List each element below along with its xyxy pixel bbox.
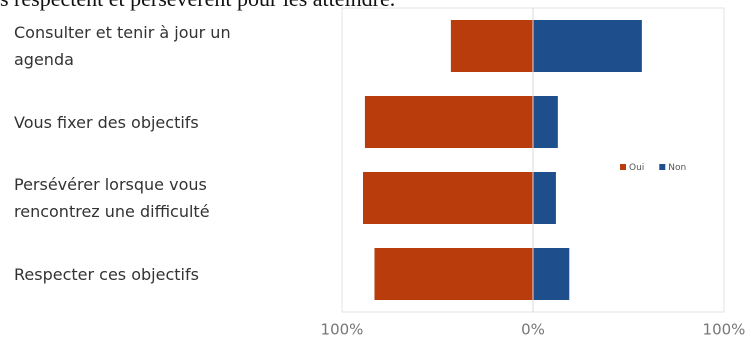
x-tick-label: 100% [703,321,746,339]
legend-swatch [659,164,666,170]
x-tick-label: 0% [521,321,545,339]
bar [533,96,558,148]
category-label: Persévérer lorsque vous rencontrez une d… [14,175,210,221]
bar [450,20,533,72]
bar [533,248,570,300]
category-label: Vous fixer des objectifs [14,112,199,132]
category-label: Respecter ces objectifs [14,264,199,284]
legend-label: Oui [629,163,644,173]
bar [533,172,556,224]
legend-swatch [620,164,626,170]
bar [363,172,533,224]
bar [533,20,642,72]
bar [374,248,533,300]
legend-label: Non [668,163,686,173]
header-text: s respectent et persévèrent pour les att… [0,0,395,12]
category-label: Consulter et tenir à jour un agenda [14,23,231,69]
x-tick-label: 100% [321,321,364,339]
bar [364,96,533,148]
